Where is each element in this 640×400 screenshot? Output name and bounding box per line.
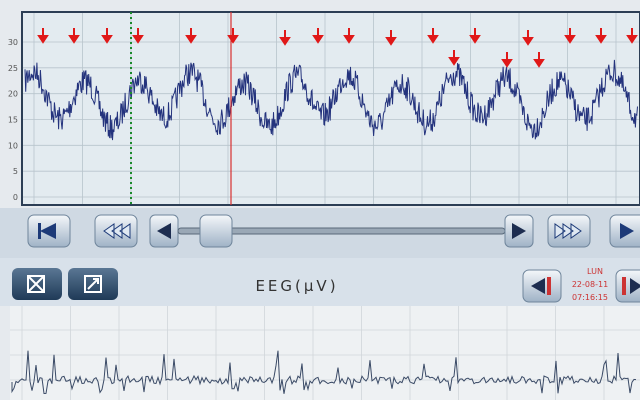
close-button[interactable]: [12, 268, 62, 300]
next-page-button[interactable]: [616, 270, 640, 302]
time-label: 07:16:15: [572, 293, 608, 302]
eeg-panel: [10, 306, 640, 400]
slider-thumb[interactable]: [200, 215, 232, 247]
skip-start-button[interactable]: [28, 215, 70, 247]
y-label: 5: [13, 167, 18, 176]
step-forward-button[interactable]: [505, 215, 533, 247]
y-label: 20: [8, 90, 18, 99]
y-label: 15: [8, 116, 18, 125]
day-label: LUN: [587, 267, 603, 276]
previous-page-button[interactable]: [523, 270, 561, 302]
step-back-button[interactable]: [150, 215, 178, 247]
expand-button[interactable]: [68, 268, 118, 300]
skip-end-button[interactable]: [610, 215, 640, 247]
device-screen: 30 25 20 15 10 5 0 EEG(µV) LUN 22-08-11 07:16:…: [0, 0, 640, 400]
y-label: 10: [8, 141, 18, 150]
y-label: 0: [13, 193, 18, 202]
rewind-button[interactable]: [95, 215, 137, 247]
date-label: 22-08-11: [572, 280, 608, 289]
fast-forward-button[interactable]: [548, 215, 590, 247]
y-label: 30: [8, 38, 18, 47]
channel-label: EEG(µV): [255, 277, 338, 295]
y-label: 25: [8, 64, 18, 73]
